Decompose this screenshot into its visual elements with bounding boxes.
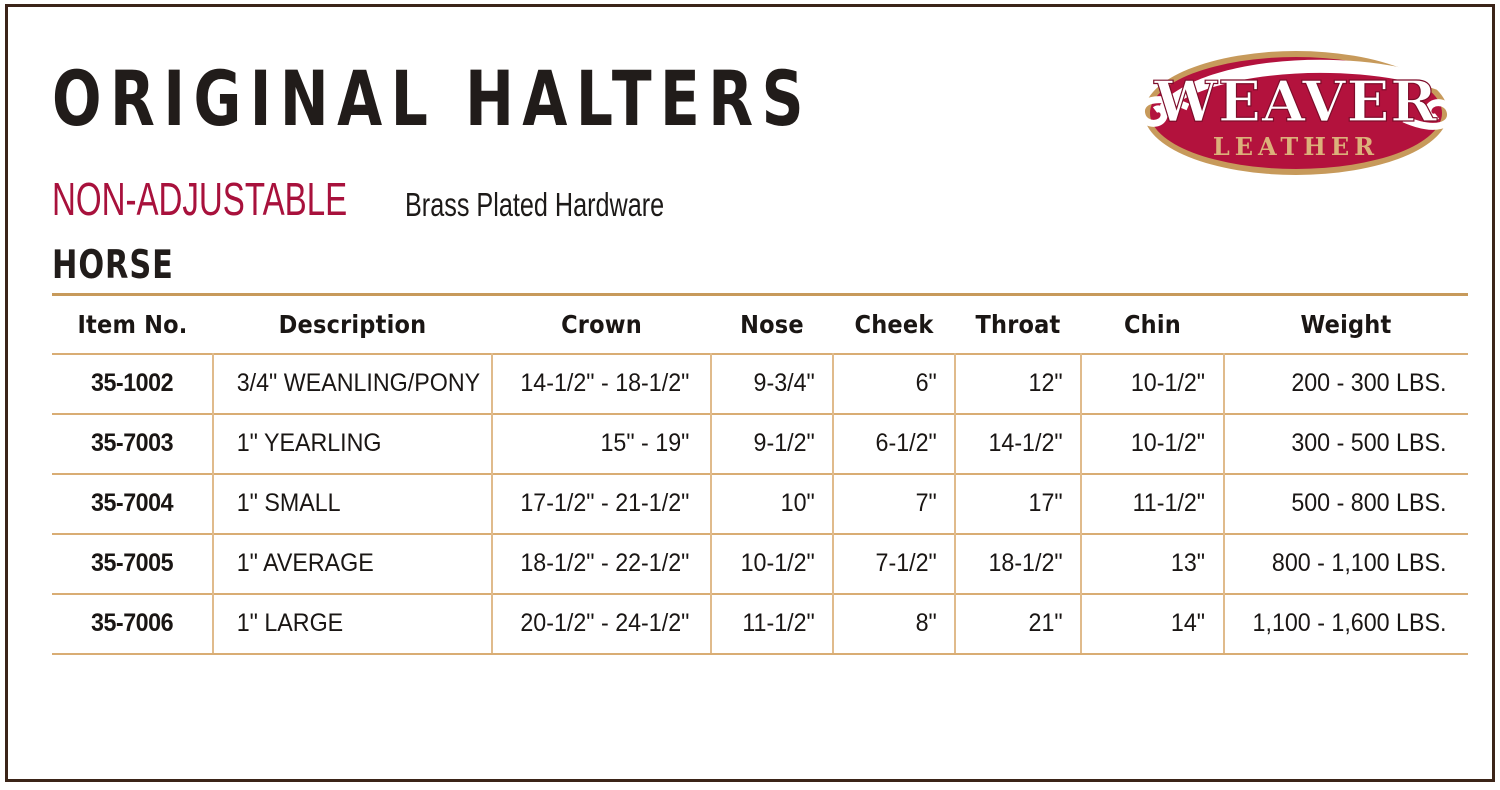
logo-svg: WEAVER LEATHER: [1137, 51, 1455, 175]
cell-weight: 500 - 800 LBS.: [1232, 472, 1460, 534]
column-header-item-no: Item No.: [77, 309, 188, 339]
cell-weight: 1,100 - 1,600 LBS.: [1232, 592, 1460, 655]
page-title: ORIGINAL HALTERS: [52, 54, 813, 144]
logo-brand-text: WEAVER: [1153, 69, 1438, 135]
page-frame: ORIGINAL HALTERS NON-ADJUSTABLE Brass Pl…: [5, 4, 1495, 782]
cell-crown: 18-1/2" - 22-1/2": [499, 532, 705, 594]
cell-item-no: 35-1002: [57, 352, 209, 414]
logo-left-flourish: [1137, 96, 1190, 127]
cell-item-no: 35-7004: [57, 472, 209, 534]
cell-cheek: 6-1/2": [837, 412, 952, 474]
cell-chin: 14": [1086, 592, 1220, 655]
logo-ellipse: [1150, 57, 1442, 169]
column-header-crown: Crown: [561, 309, 642, 339]
subtitle-detail: Brass Plated Hardware: [405, 186, 665, 223]
table-body: 35-1002 3/4" WEANLING/PONY 14-1/2" - 18-…: [52, 352, 1468, 655]
table-row: 35-7003 1" YEARLING 15" - 19" 9-1/2" 6-1…: [52, 412, 1468, 474]
cell-item-no: 35-7006: [57, 592, 209, 655]
cell-throat: 12": [959, 352, 1078, 414]
table-row: 35-7005 1" AVERAGE 18-1/2" - 22-1/2" 10-…: [52, 532, 1468, 594]
logo-subbrand-text: LEATHER: [1213, 132, 1379, 161]
cell-item-no: 35-7005: [57, 532, 209, 594]
category-label: HORSE: [52, 240, 174, 288]
cell-crown: 17-1/2" - 21-1/2": [499, 472, 705, 534]
spec-table-container: Item No. Description Crown Nose Cheek Th…: [52, 293, 1468, 655]
cell-chin: 11-1/2": [1086, 472, 1220, 534]
cell-cheek: 7-1/2": [837, 532, 952, 594]
cell-description: 1" YEARLING: [222, 412, 484, 474]
column-header-description: Description: [278, 309, 427, 339]
cell-throat: 18-1/2": [959, 532, 1078, 594]
cell-throat: 21": [959, 592, 1078, 655]
cell-weight: 800 - 1,100 LBS.: [1232, 532, 1460, 594]
cell-cheek: 6": [837, 352, 952, 414]
cell-description: 3/4" WEANLING/PONY: [222, 352, 484, 414]
logo-right-flourish: [1402, 99, 1455, 130]
column-header-throat: Throat: [975, 309, 1061, 339]
cell-cheek: 8": [837, 592, 952, 655]
table-row: 35-1002 3/4" WEANLING/PONY 14-1/2" - 18-…: [52, 352, 1468, 414]
cell-throat: 14-1/2": [959, 412, 1078, 474]
column-header-cheek: Cheek: [854, 309, 934, 339]
cell-nose: 10-1/2": [715, 532, 830, 594]
header-block: ORIGINAL HALTERS NON-ADJUSTABLE Brass Pl…: [52, 58, 1462, 285]
cell-crown: 20-1/2" - 24-1/2": [499, 592, 705, 655]
cell-description: 1" SMALL: [222, 472, 484, 534]
cell-nose: 9-1/2": [715, 412, 830, 474]
cell-nose: 11-1/2": [715, 592, 830, 655]
spec-table: Item No. Description Crown Nose Cheek Th…: [52, 293, 1468, 655]
table-top-rule: [52, 293, 1468, 298]
cell-description: 1" LARGE: [222, 592, 484, 655]
top-rule-cell: [52, 293, 1468, 298]
cell-cheek: 7": [837, 472, 952, 534]
subtitle-accent: NON-ADJUSTABLE: [52, 174, 348, 227]
cell-chin: 10-1/2": [1086, 412, 1220, 474]
column-header-weight: Weight: [1300, 309, 1392, 339]
cell-nose: 10": [715, 472, 830, 534]
cell-crown: 15" - 19": [499, 412, 705, 474]
cell-weight: 300 - 500 LBS.: [1232, 412, 1460, 474]
cell-weight: 200 - 300 LBS.: [1232, 352, 1460, 414]
cell-crown: 14-1/2" - 18-1/2": [499, 352, 705, 414]
cell-throat: 17": [959, 472, 1078, 534]
cell-description: 1" AVERAGE: [222, 532, 484, 594]
table-head: Item No. Description Crown Nose Cheek Th…: [52, 293, 1468, 354]
table-row: 35-7006 1" LARGE 20-1/2" - 24-1/2" 11-1/…: [52, 592, 1468, 655]
logo-banner: [1160, 59, 1446, 113]
weaver-leather-logo: WEAVER LEATHER: [1116, 33, 1476, 193]
subtitle-row: NON-ADJUSTABLE Brass Plated Hardware: [52, 176, 693, 225]
cell-chin: 13": [1086, 532, 1220, 594]
column-header-chin: Chin: [1123, 309, 1182, 339]
column-header-nose: Nose: [740, 309, 804, 339]
cell-chin: 10-1/2": [1086, 352, 1220, 414]
cell-nose: 9-3/4": [715, 352, 830, 414]
cell-item-no: 35-7003: [57, 412, 209, 474]
table-header-row: Item No. Description Crown Nose Cheek Th…: [52, 298, 1468, 354]
table-row: 35-7004 1" SMALL 17-1/2" - 21-1/2" 10" 7…: [52, 472, 1468, 534]
